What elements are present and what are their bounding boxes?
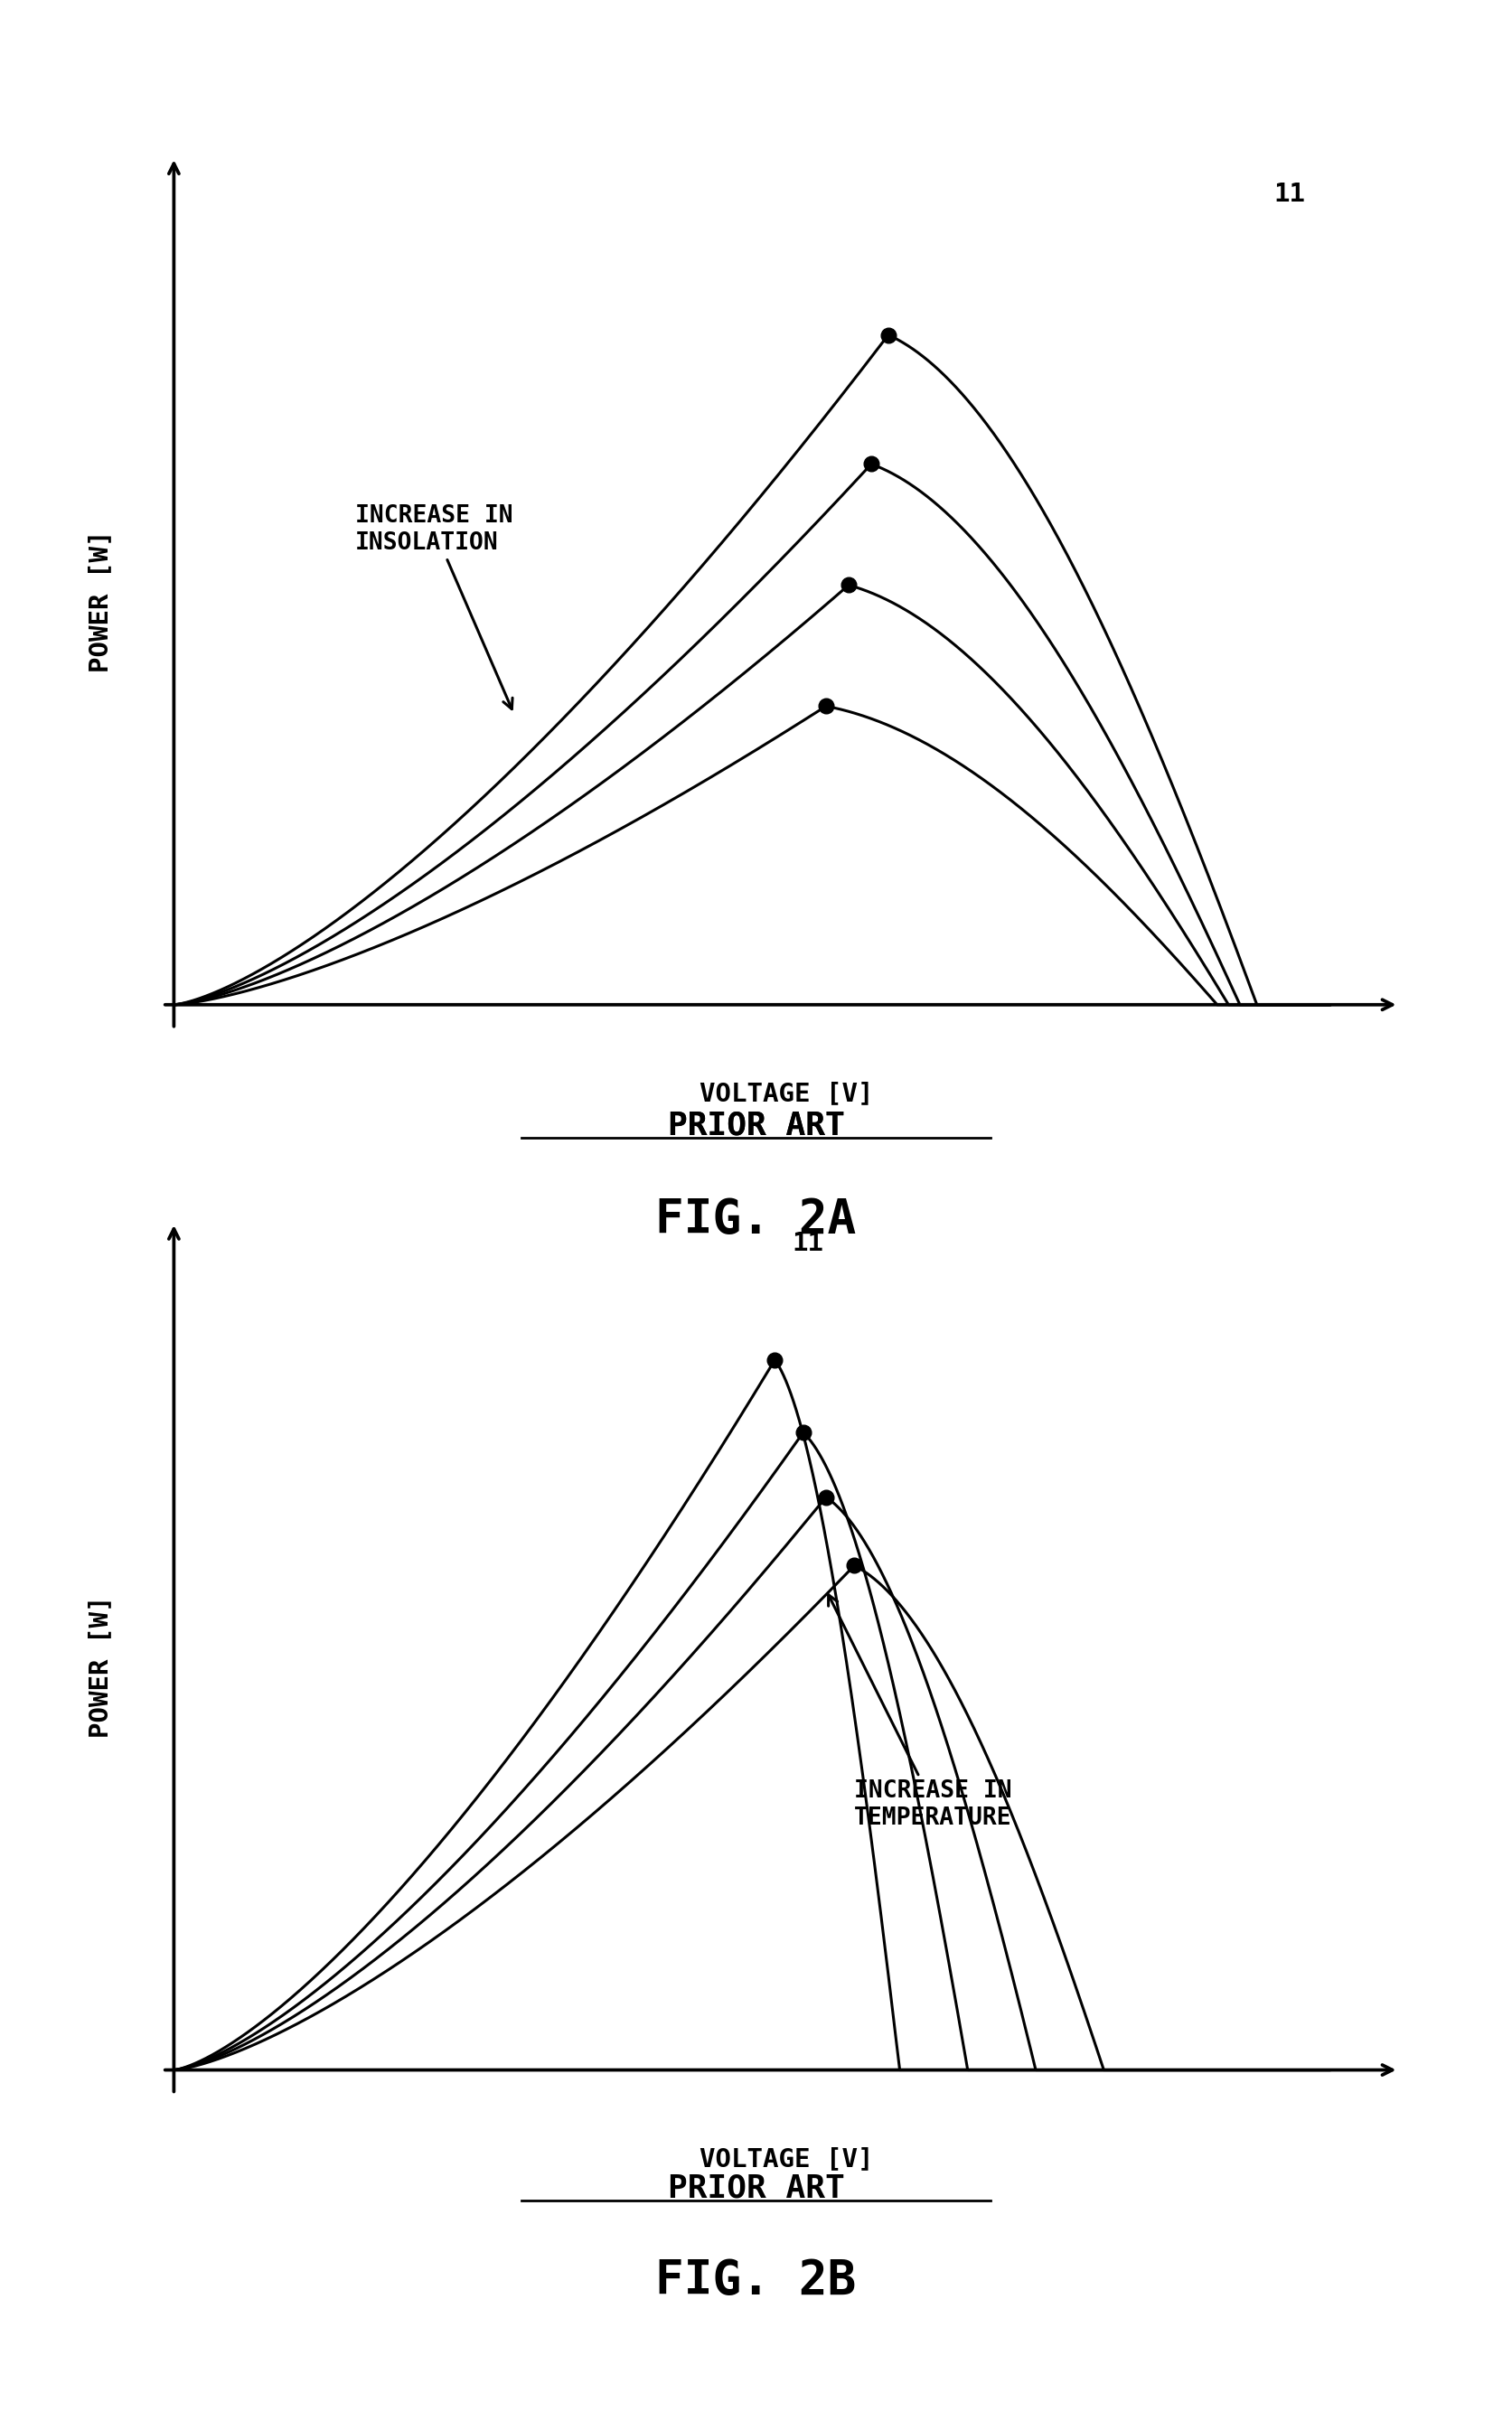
Text: PRIOR ART: PRIOR ART [667,1111,845,1140]
Text: PRIOR ART: PRIOR ART [667,1111,845,1140]
Text: POWER [W]: POWER [W] [88,1595,113,1738]
Text: FIG. 2A: FIG. 2A [656,1196,856,1244]
Text: POWER [W]: POWER [W] [88,530,113,673]
Text: INCREASE IN
TEMPERATURE: INCREASE IN TEMPERATURE [829,1595,1012,1830]
Text: 11: 11 [1273,182,1305,206]
Text: FIG. 2B: FIG. 2B [656,2256,856,2305]
Text: VOLTAGE [V]: VOLTAGE [V] [699,1082,874,1106]
Text: INCREASE IN
INSOLATION: INCREASE IN INSOLATION [355,504,513,709]
Text: 11: 11 [792,1230,824,1256]
Text: VOLTAGE [V]: VOLTAGE [V] [699,2147,874,2172]
Text: PRIOR ART: PRIOR ART [667,2174,845,2203]
